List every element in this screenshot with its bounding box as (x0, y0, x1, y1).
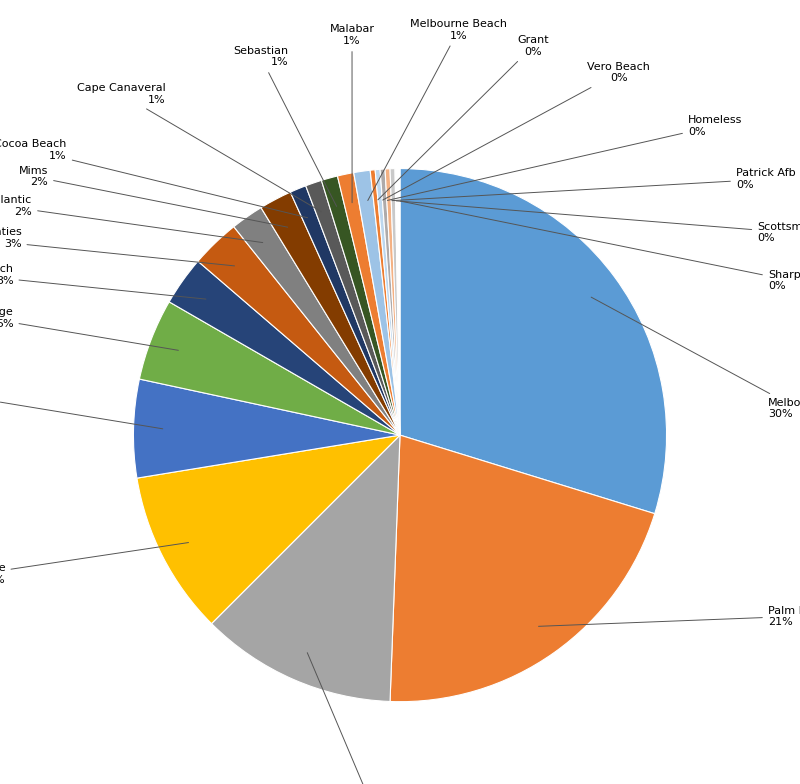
Wedge shape (261, 192, 400, 435)
Wedge shape (395, 169, 400, 435)
Text: Cape Canaveral
1%: Cape Canaveral 1% (77, 83, 322, 212)
Wedge shape (390, 435, 654, 702)
Text: Cocoa Beach
1%: Cocoa Beach 1% (0, 139, 307, 218)
Wedge shape (370, 169, 400, 435)
Wedge shape (139, 302, 400, 435)
Text: Sharpes
0%: Sharpes 0% (401, 201, 800, 292)
Text: Cocoa
12%: Cocoa 12% (307, 652, 404, 784)
Wedge shape (338, 172, 400, 435)
Wedge shape (134, 379, 400, 478)
Text: Melbourne Beach
1%: Melbourne Beach 1% (368, 19, 507, 201)
Text: Vero Beach
0%: Vero Beach 0% (382, 62, 650, 200)
Text: Patrick Afb
0%: Patrick Afb 0% (392, 169, 795, 201)
Wedge shape (354, 170, 400, 435)
Wedge shape (306, 180, 400, 435)
Wedge shape (137, 435, 400, 623)
Wedge shape (385, 169, 400, 435)
Wedge shape (375, 169, 400, 435)
Text: Malabar
1%: Malabar 1% (330, 24, 374, 203)
Text: Mims
2%: Mims 2% (18, 165, 288, 227)
Text: Titusville
10%: Titusville 10% (0, 543, 189, 585)
Wedge shape (211, 435, 400, 702)
Text: Rockledge
5%: Rockledge 5% (0, 307, 178, 350)
Text: Grant
0%: Grant 0% (378, 35, 549, 200)
Wedge shape (380, 169, 400, 435)
Wedge shape (234, 208, 400, 435)
Wedge shape (290, 186, 400, 435)
Text: Melbourne
30%: Melbourne 30% (591, 297, 800, 419)
Text: Sebastian
1%: Sebastian 1% (233, 45, 337, 206)
Text: Merritt Island
6%: Merritt Island 6% (0, 384, 162, 429)
Wedge shape (198, 227, 400, 435)
Text: Neighboring Counties
3%: Neighboring Counties 3% (0, 227, 234, 266)
Wedge shape (169, 261, 400, 435)
Wedge shape (400, 169, 666, 514)
Text: Scottsmoor
0%: Scottsmoor 0% (396, 201, 800, 243)
Text: Indialantic
2%: Indialantic 2% (0, 195, 262, 242)
Wedge shape (322, 176, 400, 435)
Text: Palm Bay
21%: Palm Bay 21% (538, 605, 800, 627)
Text: Satellite Beach
3%: Satellite Beach 3% (0, 264, 206, 299)
Text: Homeless
0%: Homeless 0% (387, 115, 742, 201)
Wedge shape (390, 169, 400, 435)
